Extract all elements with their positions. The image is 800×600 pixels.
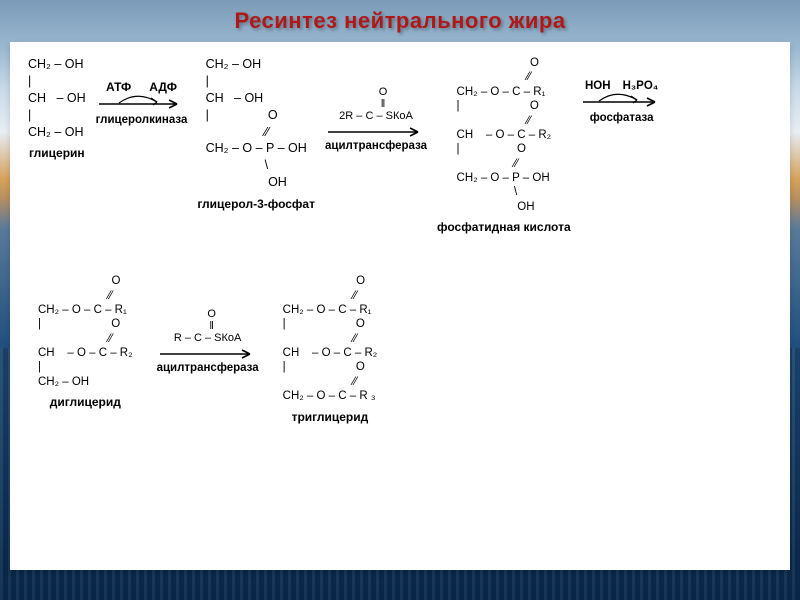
arrow3-enzyme: фосфатаза <box>590 112 654 124</box>
mol-tg: O ⁄⁄ CH₂ – O – C – R₁ | O ⁄⁄ CH – O – C … <box>283 274 378 423</box>
arrow2-svg <box>326 124 426 138</box>
label-tg: триглицерид <box>292 410 369 424</box>
mol-g3p: CH₂ – OH | CH – OH | O ⁄⁄ CH₂ – O – P – … <box>197 56 315 211</box>
label-glycerol: глицерин <box>29 146 85 160</box>
structure-glycerol: CH₂ – OH | CH – OH | CH₂ – OH <box>28 56 86 140</box>
label-g3p: глицерол-3-фосфат <box>197 197 315 211</box>
arrow2-reactant: 2R – C – SКоА <box>339 110 413 122</box>
arrow2-reactant-top: O <box>353 86 413 98</box>
arrow4-svg <box>158 346 258 360</box>
arrow1-enzyme: глицеролкиназа <box>96 114 188 126</box>
label-pa: фосфатидная кислота <box>437 220 571 234</box>
arrow4-reactant-top: O <box>182 308 242 320</box>
mol-pa: O ⁄⁄ CH₂ – O – C – R₁ | O ⁄⁄ CH – O – C … <box>437 56 571 234</box>
structure-tg: O ⁄⁄ CH₂ – O – C – R₁ | O ⁄⁄ CH – O – C … <box>283 274 378 403</box>
arrow-2: O ‖ 2R – C – SКоА ацилтрансфераза <box>325 86 427 152</box>
arrow4-reactant: R – C – SКоА <box>174 332 242 344</box>
arrow4-enzyme: ацилтрансфераза <box>157 362 259 374</box>
page-title: Ресинтез нейтрального жира <box>0 8 800 34</box>
arrow1-svg <box>97 92 187 112</box>
structure-dg: O ⁄⁄ CH₂ – O – C – R₁ | O ⁄⁄ CH – O – C … <box>38 274 133 389</box>
arrow2-enzyme: ацилтрансфераза <box>325 140 427 152</box>
structure-g3p: CH₂ – OH | CH – OH | O ⁄⁄ CH₂ – O – P – … <box>206 56 307 191</box>
reaction-row-1: CH₂ – OH | CH – OH | CH₂ – OH глицерин А… <box>22 56 778 234</box>
chemistry-panel: CH₂ – OH | CH – OH | CH₂ – OH глицерин А… <box>10 42 790 570</box>
mol-glycerol: CH₂ – OH | CH – OH | CH₂ – OH глицерин <box>28 56 86 160</box>
arrow-3: HOH H₃PO₄ фосфатаза <box>581 80 663 124</box>
mol-dg: O ⁄⁄ CH₂ – O – C – R₁ | O ⁄⁄ CH – O – C … <box>38 274 133 409</box>
arrow-1: АТФ АДФ глицеролкиназа <box>96 80 188 126</box>
label-dg: диглицерид <box>50 395 121 409</box>
arrow-4: O ‖ R – C – SКоА ацилтрансфераза <box>157 308 259 374</box>
arrow3-svg <box>581 90 663 110</box>
structure-pa: O ⁄⁄ CH₂ – O – C – R₁ | O ⁄⁄ CH – O – C … <box>457 56 552 214</box>
reaction-row-2: O ⁄⁄ CH₂ – O – C – R₁ | O ⁄⁄ CH – O – C … <box>32 274 778 423</box>
